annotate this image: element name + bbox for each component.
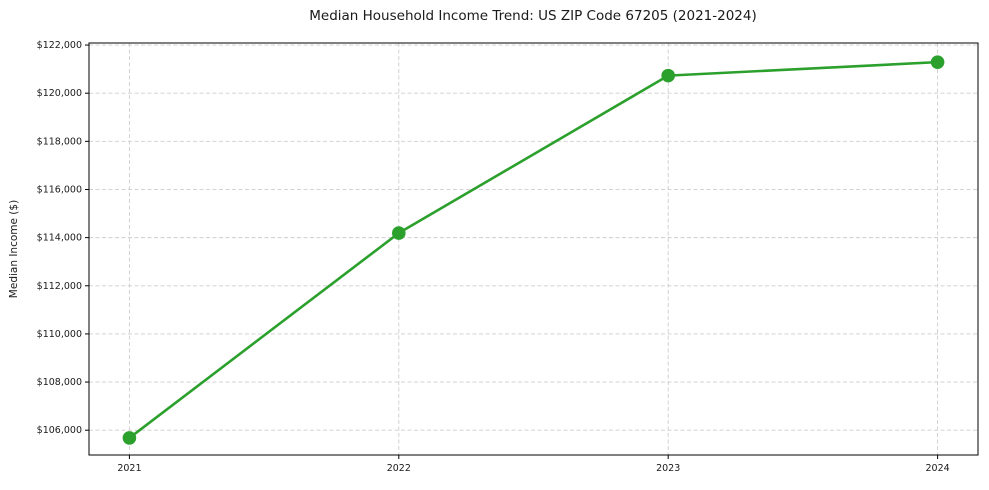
y-tick-label: $116,000: [37, 185, 82, 196]
chart-title: Median Household Income Trend: US ZIP Co…: [309, 8, 757, 24]
y-tick-label: $108,000: [37, 377, 82, 388]
data-point-2023: [661, 68, 675, 83]
y-tick-label: $106,000: [37, 425, 82, 436]
data-point-2021: [122, 431, 137, 445]
x-tick-label: 2022: [387, 463, 411, 474]
y-tick-label: $112,000: [37, 281, 82, 292]
trend-line: [128, 60, 939, 440]
y-tick-label: $122,000: [37, 40, 82, 51]
y-tick-label: $110,000: [37, 329, 82, 340]
data-point-2024: [930, 55, 945, 69]
y-tick-label: $118,000: [37, 136, 82, 147]
x-tick-label: 2021: [117, 463, 141, 474]
x-tick-label: 2023: [656, 463, 680, 474]
axes-spines: [88, 42, 979, 456]
y-tick-label: $120,000: [37, 88, 82, 99]
x-tick-label: 2024: [925, 463, 949, 474]
data-point-2022: [392, 226, 406, 240]
y-tick-label: $114,000: [37, 233, 82, 244]
